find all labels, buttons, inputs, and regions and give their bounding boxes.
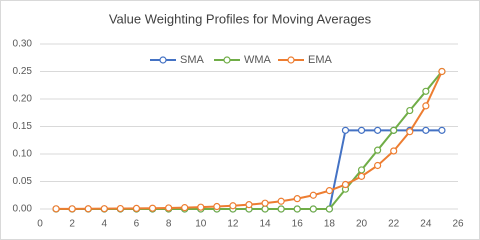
marker (84, 205, 92, 213)
x-tick-label: 8 (166, 219, 172, 230)
marker (438, 126, 446, 134)
marker (422, 87, 430, 95)
marker (357, 172, 366, 180)
legend-swatch-marker (223, 56, 231, 64)
marker (245, 201, 253, 209)
marker (277, 197, 285, 205)
marker (116, 204, 124, 213)
y-tick-label: 0.30 (13, 39, 33, 50)
legend-label: EMA (308, 54, 333, 66)
marker (52, 205, 60, 213)
y-tick-label: 0.15 (13, 121, 33, 132)
x-tick-label: 0 (37, 219, 43, 230)
marker (293, 195, 301, 203)
marker (357, 126, 366, 134)
marker (181, 204, 189, 212)
x-tick-label: 12 (227, 219, 239, 230)
marker (374, 146, 382, 154)
marker (229, 202, 237, 210)
marker (390, 126, 398, 134)
marker (68, 205, 76, 213)
x-tick-label: 20 (356, 219, 368, 230)
x-tick-label: 22 (388, 219, 400, 230)
marker (406, 128, 414, 136)
marker (100, 205, 108, 213)
marker (132, 204, 141, 212)
x-tick-label: 4 (102, 219, 108, 230)
legend-label: SMA (180, 54, 205, 66)
x-tick-label: 10 (195, 219, 207, 230)
y-tick-label: 0.05 (13, 176, 33, 187)
marker (197, 203, 205, 211)
marker (357, 166, 366, 174)
marker (165, 204, 173, 212)
x-tick-label: 18 (324, 219, 336, 230)
y-tick-label: 0.00 (13, 204, 33, 215)
x-tick-label: 6 (134, 219, 140, 230)
marker (438, 67, 446, 76)
marker (390, 147, 398, 155)
marker (261, 199, 269, 207)
marker (341, 180, 350, 189)
x-tick-label: 2 (69, 219, 75, 230)
marker (341, 126, 350, 134)
x-tick-label: 14 (260, 219, 272, 230)
marker (374, 161, 382, 170)
marker (309, 205, 317, 213)
y-tick-label: 0.20 (13, 94, 33, 105)
marker (261, 205, 269, 213)
chart-title: Value Weighting Profiles for Moving Aver… (109, 11, 372, 26)
marker (325, 205, 333, 213)
legend-swatch-marker (159, 56, 167, 64)
marker (422, 126, 430, 134)
marker (293, 205, 301, 213)
marker (309, 191, 317, 199)
marker (213, 202, 221, 211)
x-tick-label: 26 (452, 219, 464, 230)
y-tick-label: 0.25 (13, 66, 33, 77)
legend-label: WMA (244, 54, 272, 66)
marker (374, 126, 382, 134)
marker (325, 187, 333, 195)
x-tick-label: 16 (292, 219, 304, 230)
marker (406, 106, 414, 115)
marker (277, 205, 285, 213)
marker (148, 204, 157, 212)
legend-swatch-marker (287, 56, 295, 64)
x-tick-label: 24 (420, 219, 432, 230)
marker (422, 102, 430, 110)
y-tick-label: 0.10 (13, 149, 33, 160)
